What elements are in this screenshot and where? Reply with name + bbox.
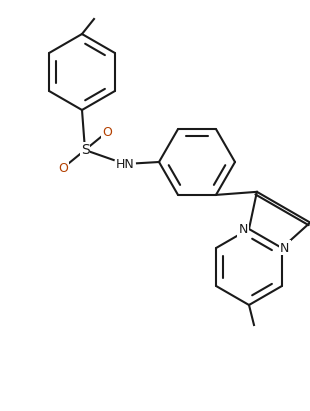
Text: O: O [58, 162, 68, 175]
Text: HN: HN [116, 157, 134, 171]
Text: N: N [280, 242, 290, 254]
Text: N: N [238, 222, 248, 236]
Text: S: S [81, 143, 89, 157]
Text: O: O [102, 125, 112, 139]
